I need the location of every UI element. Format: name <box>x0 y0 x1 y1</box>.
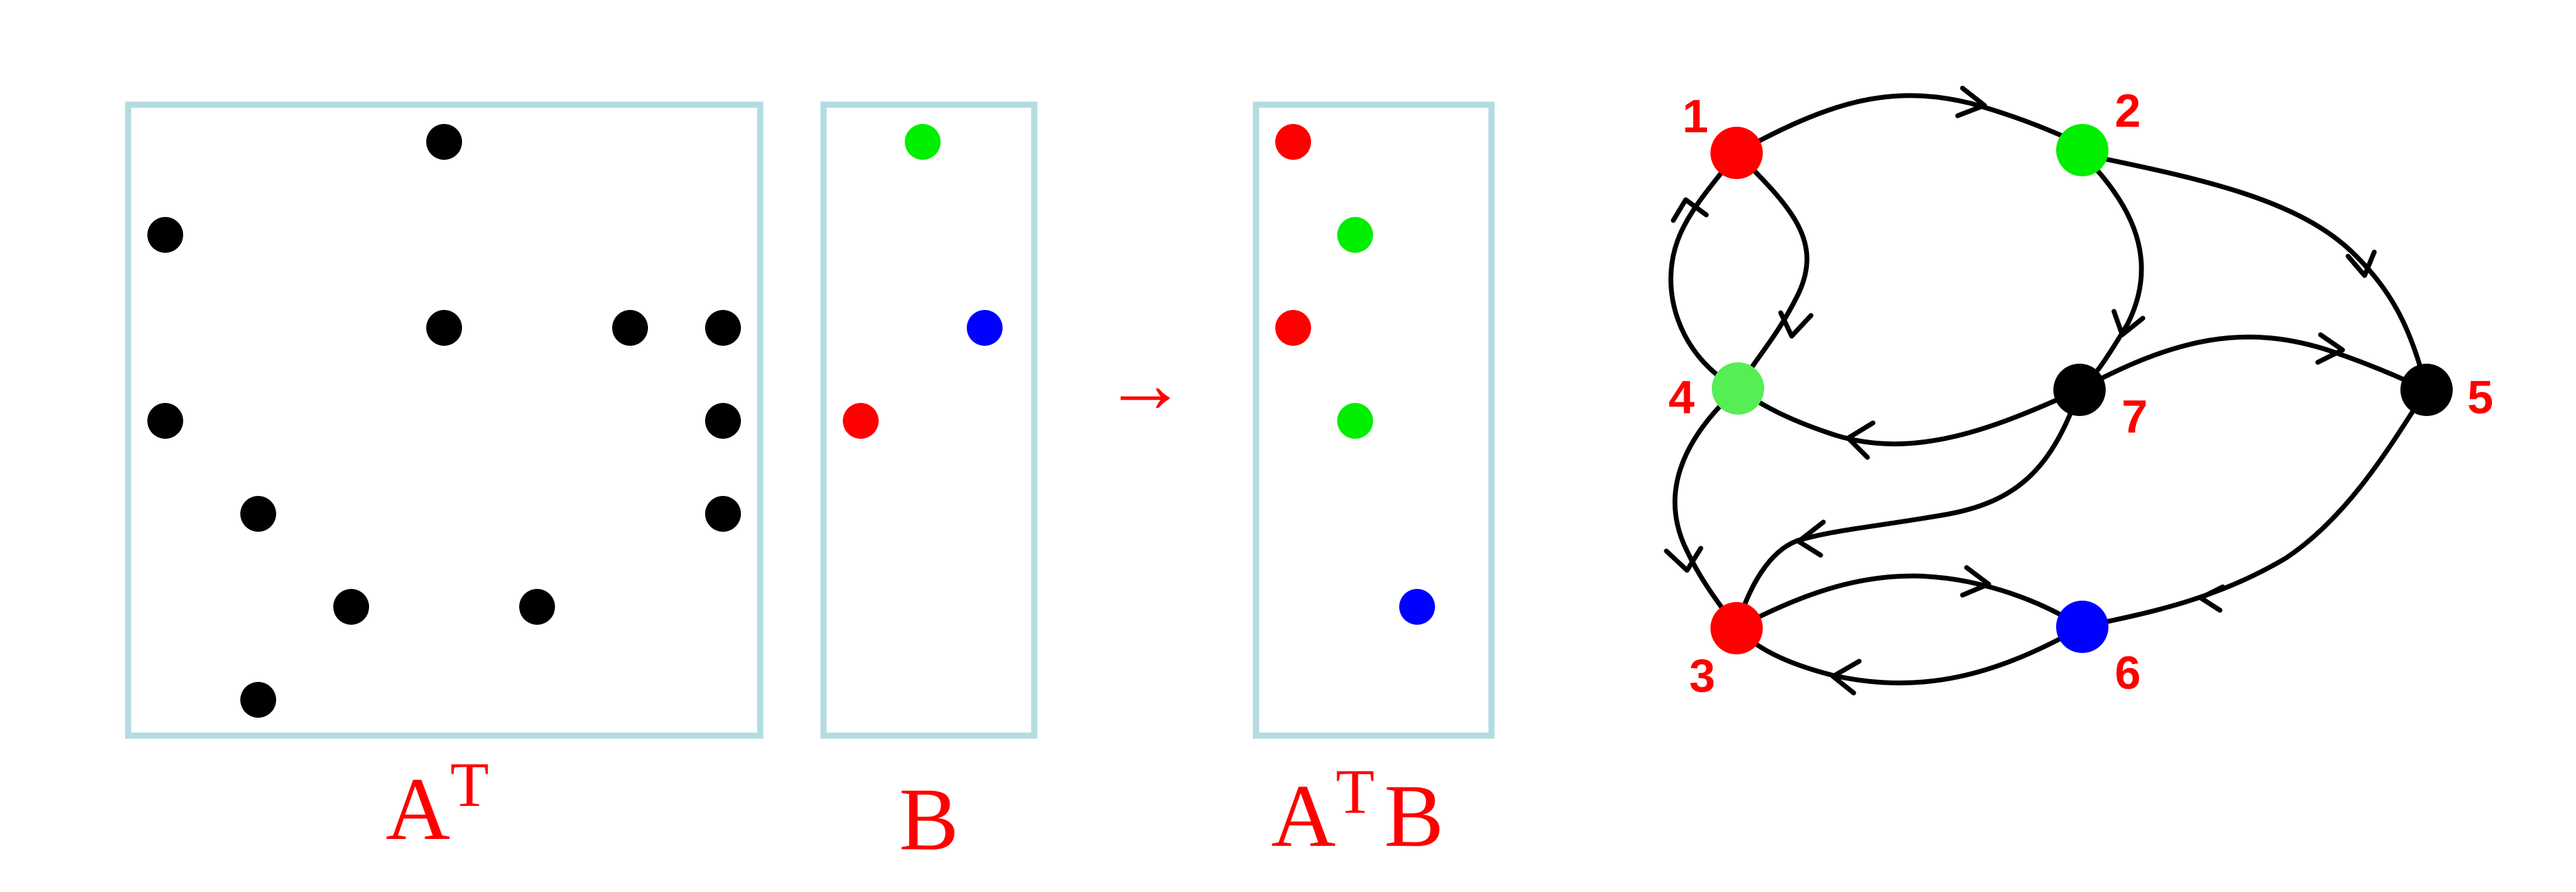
edge-7-5 <box>2077 334 2429 393</box>
graph-node-6 <box>2056 601 2108 653</box>
matrix-at-dots <box>147 124 741 718</box>
matrix-atb: AT B <box>1253 101 1495 866</box>
edge-5-6-arrowhead <box>2198 584 2226 613</box>
graph-edges <box>1664 85 2429 696</box>
matrix-at-nonzero-7-2 <box>240 682 276 718</box>
graph-node-3 <box>1710 602 1763 654</box>
edge-1-4 <box>1734 150 1810 391</box>
matrix-at-nonzero-3-6 <box>612 310 648 346</box>
product-arrow: → <box>1104 338 1186 430</box>
matrix-atb-nonzero-2-2 <box>1337 217 1373 253</box>
edge-1-2 <box>1734 93 2085 156</box>
graph: 1 2 3 4 5 6 7 <box>1664 85 2493 702</box>
graph-node-1 <box>1710 127 1763 179</box>
graph-node-label-5: 5 <box>2467 371 2493 424</box>
matrix-at-nonzero-4-1 <box>147 403 183 439</box>
edge-2-7 <box>2077 152 2144 393</box>
edge-2-7-arrowhead <box>2111 309 2146 338</box>
matrix-at-frame <box>125 101 764 739</box>
matrix-atb-label: AT B <box>1271 756 1444 866</box>
edge-7-3-arrowhead <box>1796 519 1826 558</box>
matrix-b-frame <box>820 101 1038 739</box>
matrix-b-dots <box>843 124 1003 439</box>
edge-6-3 <box>1734 624 2085 686</box>
graph-node-4 <box>1712 362 1764 415</box>
matrix-at-label-main: A <box>386 760 450 859</box>
edge-4-1 <box>1668 150 1741 391</box>
matrix-at-nonzero-4-7 <box>705 403 741 439</box>
matrix-b-nonzero-3-3 <box>967 310 1003 346</box>
edge-2-5-arrowhead <box>2345 249 2377 278</box>
edge-7-4 <box>1735 386 2082 446</box>
edge-3-6-arrowhead <box>1960 565 1991 598</box>
matrix-b-nonzero-1-2 <box>905 124 941 160</box>
matrix-atb-nonzero-3-1 <box>1275 310 1311 346</box>
graph-node-label-7: 7 <box>2122 391 2148 443</box>
edge-3-6 <box>1734 573 2085 631</box>
edge-1-2-arrowhead <box>1955 85 1987 118</box>
edge-5-6 <box>2080 387 2429 630</box>
edge-7-3 <box>1734 387 2082 631</box>
graph-nodes <box>1710 124 2453 654</box>
graph-node-label-2: 2 <box>2115 85 2141 137</box>
edge-4-3 <box>1672 386 1741 631</box>
matrix-atb-label-sup: T <box>1336 756 1374 827</box>
edge-7-5-arrowhead <box>2315 332 2345 365</box>
matrix-at-nonzero-5-7 <box>705 496 741 532</box>
matrix-at-nonzero-6-5 <box>519 589 555 625</box>
matrix-at-nonzero-1-4 <box>426 124 462 160</box>
matrix-atb-nonzero-4-2 <box>1337 403 1373 439</box>
matrix-b: B <box>820 101 1038 869</box>
edge-7-4-arrowhead <box>1845 420 1876 460</box>
graph-node-label-4: 4 <box>1668 371 1695 424</box>
matrix-at-nonzero-5-2 <box>240 496 276 532</box>
graph-node-2 <box>2056 124 2108 176</box>
matrix-atb-nonzero-6-3 <box>1399 589 1435 625</box>
matrix-atb-dots <box>1275 124 1435 625</box>
edge-2-5 <box>2080 152 2429 393</box>
edge-4-3-arrowhead <box>1664 546 1704 573</box>
matrix-at-label-sup: T <box>450 749 489 820</box>
edge-6-3-arrowhead <box>1830 658 1862 696</box>
graph-node-5 <box>2400 364 2453 416</box>
graph-node-label-3: 3 <box>1689 650 1715 702</box>
matrix-b-nonzero-4-1 <box>843 403 879 439</box>
edge-1-4-arrowhead <box>1778 310 1814 339</box>
matrix-atb-label-main: A <box>1271 767 1336 866</box>
matrix-at-nonzero-3-4 <box>426 310 462 346</box>
graph-node-label-6: 6 <box>2115 647 2141 699</box>
matrix-at: AT <box>125 101 764 859</box>
matrix-b-label: B <box>899 770 959 869</box>
edge-4-1-arrowhead <box>1671 197 1709 223</box>
matrix-atb-label-b: B <box>1384 767 1444 866</box>
matrix-at-label: AT <box>386 749 489 859</box>
graph-node-7 <box>2053 364 2106 416</box>
matrix-at-nonzero-2-1 <box>147 217 183 253</box>
matrix-at-nonzero-6-3 <box>333 589 369 625</box>
graph-labels: 1 2 3 4 5 6 7 <box>1668 85 2493 702</box>
matrix-at-nonzero-3-7 <box>705 310 741 346</box>
matrix-atb-nonzero-1-1 <box>1275 124 1311 160</box>
matrix-atb-frame <box>1253 101 1495 739</box>
graph-node-label-1: 1 <box>1682 90 1708 143</box>
